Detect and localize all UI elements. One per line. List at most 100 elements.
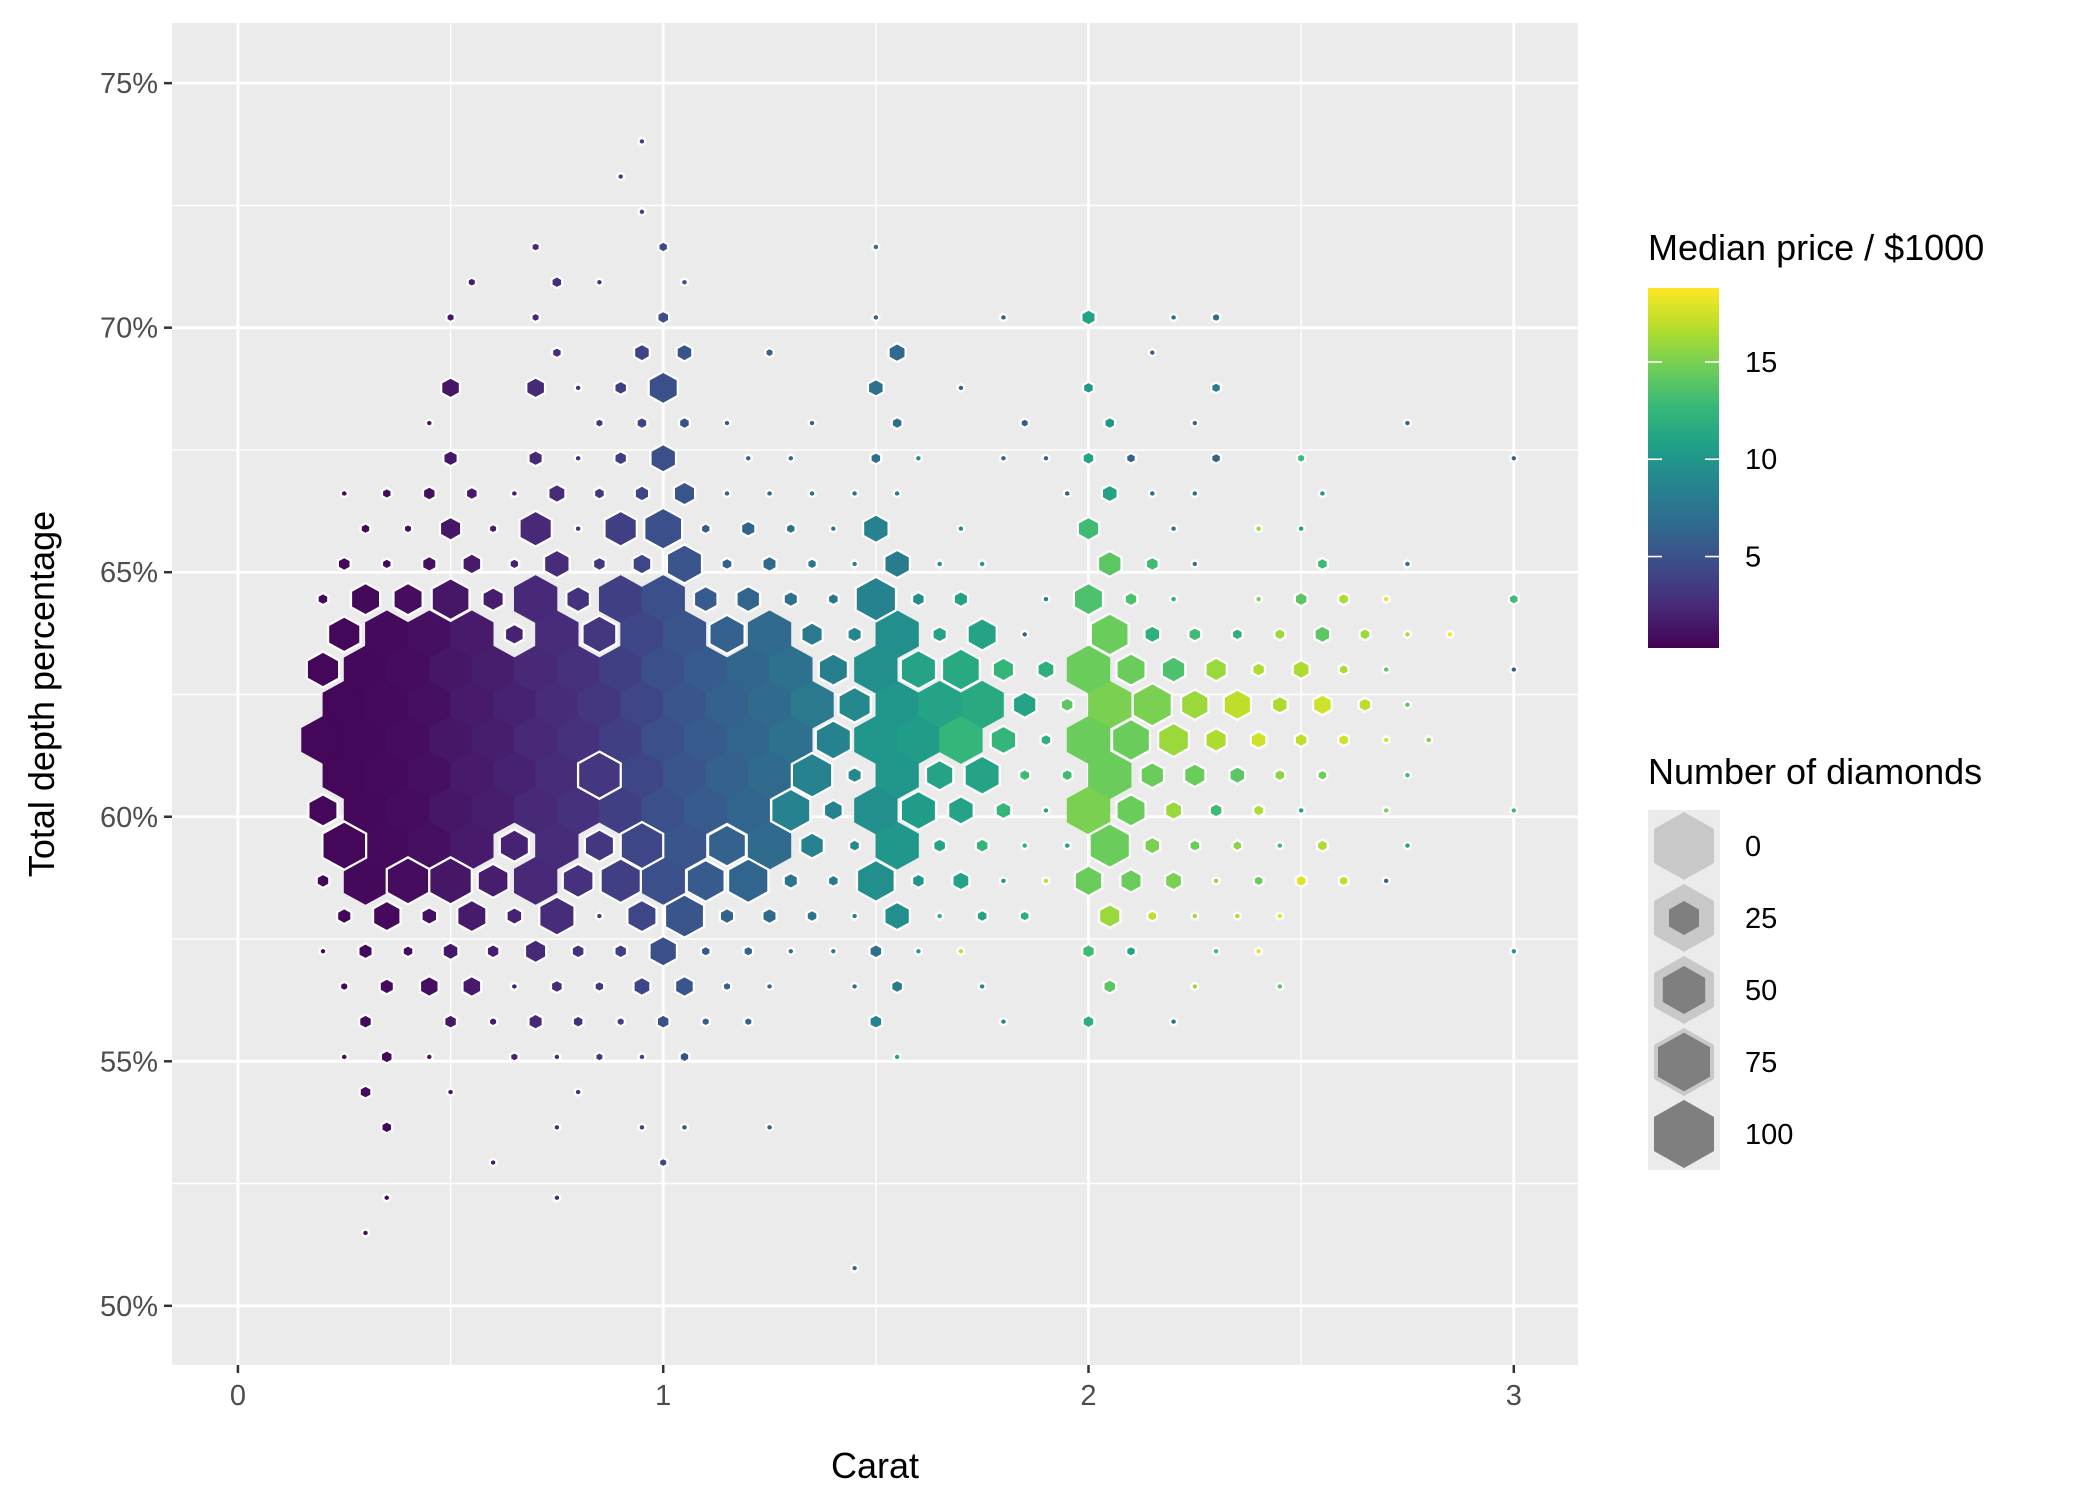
hex-bin [518, 509, 553, 548]
hex-bin [613, 449, 629, 467]
hex-bin [1381, 664, 1391, 675]
hex-bin [1062, 840, 1072, 851]
hex-bin [826, 591, 840, 607]
hex-bin [643, 506, 684, 551]
hex-bin [371, 899, 402, 933]
hex-bin [1403, 840, 1412, 851]
hex-bin [428, 856, 473, 906]
hex-bin [1187, 626, 1203, 643]
hex-bin [505, 906, 524, 927]
hex-bin [1254, 946, 1263, 957]
hex-bin [677, 415, 691, 431]
hex-bin [1123, 590, 1139, 608]
hex-bin [1275, 911, 1285, 921]
hex-bin [503, 622, 525, 646]
hex-bin [1313, 624, 1332, 645]
hex-bin [401, 944, 415, 959]
hex-bin [573, 382, 583, 393]
hex-bin [488, 1157, 498, 1168]
hex-bin [1273, 767, 1287, 783]
hex-bin [770, 787, 812, 834]
hex-bin [765, 981, 774, 992]
hex-bin [1131, 681, 1173, 728]
hex-bin [1254, 523, 1263, 534]
hex-bin [1081, 942, 1096, 960]
hex-bin [592, 486, 606, 501]
y-tick-label: 55% [100, 1046, 158, 1078]
hex-bin [1143, 624, 1162, 645]
hex-bin [307, 793, 339, 828]
hex-bin [947, 794, 975, 826]
hex-bin [1125, 451, 1137, 465]
hex-bin [1252, 803, 1266, 818]
hex-bin [931, 625, 948, 644]
hex-bin [418, 974, 440, 999]
hex-bin [326, 615, 362, 654]
hex-bin [1139, 760, 1166, 790]
hex-bin [1190, 911, 1200, 921]
hex-bin [1020, 840, 1030, 851]
y-tick-label: 65% [100, 557, 158, 589]
hex-bin [739, 519, 757, 538]
hex-bin [1157, 721, 1191, 759]
hex-bin [378, 977, 396, 996]
hex-bin [1169, 594, 1178, 605]
hex-bin [1251, 661, 1267, 678]
hex-bin [421, 554, 438, 574]
hex-bin [335, 906, 353, 926]
hex-bin [380, 486, 393, 501]
hex-bin [442, 449, 459, 468]
hex-bin [485, 942, 501, 960]
hex-bin [487, 1015, 499, 1028]
hex-bin [1381, 735, 1391, 745]
hex-bin [1509, 664, 1519, 675]
hex-bin [379, 1049, 394, 1065]
hex-bin [883, 548, 912, 580]
hex-bin [358, 1084, 373, 1100]
hex-bin [850, 1263, 859, 1274]
hex-bin [999, 875, 1008, 886]
hex-bin [565, 584, 592, 614]
hex-bin [1210, 311, 1222, 324]
hex-bin [443, 1013, 459, 1030]
hex-bin [647, 370, 679, 406]
hex-bin [1188, 838, 1202, 853]
hex-bin [613, 379, 629, 397]
size-key-label: 0 [1745, 831, 1761, 863]
hex-bin [1020, 629, 1030, 640]
hex-bin [1169, 523, 1178, 534]
hex-bin [721, 980, 733, 993]
hex-bin [552, 1192, 562, 1203]
hex-bin [974, 837, 990, 854]
hex-bin [1337, 591, 1351, 607]
hex-bin [765, 488, 774, 499]
hex-bin [380, 1120, 394, 1135]
hex-bin [361, 1228, 370, 1238]
hex-bin [761, 906, 778, 926]
hex-bin [846, 765, 863, 785]
hex-bin [1103, 415, 1117, 431]
size-key-hex [1662, 966, 1706, 1014]
hex-bin [1509, 453, 1519, 464]
hex-bin [1291, 658, 1311, 681]
hex-bin [899, 648, 938, 691]
hex-bin [1403, 418, 1412, 428]
hex-bin [1337, 732, 1351, 748]
hex-bin [464, 485, 479, 502]
hex-bin [637, 1122, 647, 1133]
hex-bin [382, 1192, 392, 1203]
hex-bin [1210, 381, 1223, 395]
hex-bin [807, 418, 817, 428]
hex-bin [966, 616, 998, 652]
hex-bin [822, 798, 844, 823]
hex-bin [1403, 770, 1412, 781]
hex-bin [1275, 840, 1285, 851]
hex-bin [1507, 592, 1520, 606]
hex-bin [1231, 838, 1244, 853]
hex-bin [1119, 867, 1143, 894]
hex-bin [994, 800, 1013, 821]
hex-bin [814, 719, 853, 761]
hex-bin [708, 613, 746, 656]
hex-bin [868, 942, 884, 960]
